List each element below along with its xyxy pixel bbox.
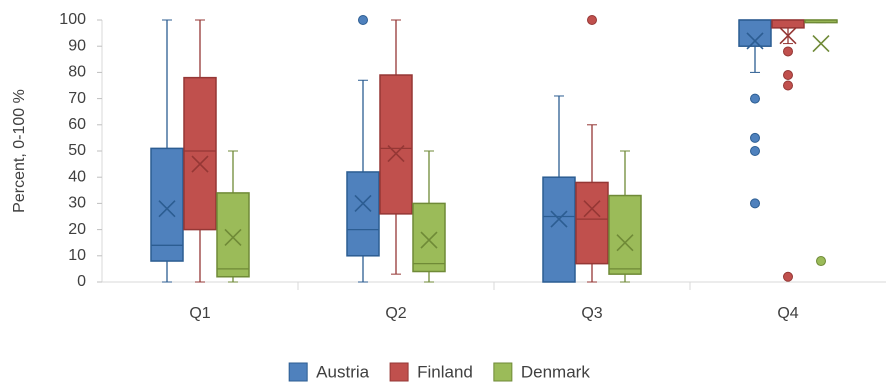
y-tick-label: 100 [59, 11, 86, 28]
x-tick-label: Q4 [777, 305, 798, 322]
box [216, 192, 250, 278]
y-tick-label: 40 [68, 168, 86, 185]
legend-swatch [389, 362, 409, 382]
box [379, 74, 413, 215]
x-tick-label: Q3 [581, 305, 602, 322]
y-tick-label: 70 [68, 90, 86, 107]
box [412, 202, 446, 273]
y-tick-label: 90 [68, 37, 86, 54]
mean-marker [550, 210, 568, 228]
y-tick-label: 30 [68, 195, 86, 212]
outlier [750, 93, 760, 104]
box [608, 194, 642, 275]
x-tick-label: Q1 [189, 305, 210, 322]
mean-marker [387, 145, 405, 163]
mean-marker [224, 228, 242, 247]
legend-label: Denmark [521, 362, 590, 381]
mean-marker [779, 27, 797, 45]
box [771, 19, 805, 29]
outlier [783, 80, 793, 91]
box [542, 176, 576, 283]
mean-marker [354, 194, 372, 212]
outlier [358, 15, 368, 25]
legend-label: Finland [417, 362, 473, 381]
mean-marker [191, 155, 209, 173]
legend-swatch [493, 362, 513, 382]
legend-swatch [288, 362, 308, 382]
outlier [750, 146, 760, 156]
y-tick-label: 10 [68, 247, 86, 264]
box [346, 171, 380, 257]
box [738, 19, 772, 47]
box [183, 76, 217, 231]
outlier [816, 256, 826, 267]
outlier [783, 46, 793, 57]
y-tick-label: 80 [68, 64, 86, 81]
y-tick-label: 60 [68, 116, 86, 133]
mean-marker [158, 200, 176, 218]
legend-label: Austria [316, 362, 369, 381]
mean-marker [616, 234, 634, 252]
y-tick-label: 50 [68, 142, 86, 159]
x-tick-label: Q2 [385, 305, 406, 322]
outlier [750, 198, 760, 209]
outlier [783, 70, 793, 81]
mean-marker [746, 32, 764, 50]
y-axis-label: Percent, 0-100 % [11, 89, 28, 213]
box [575, 181, 609, 265]
outlier [750, 132, 760, 143]
mean-marker [420, 231, 438, 249]
box [150, 147, 184, 262]
y-tick-label: 20 [68, 221, 86, 238]
y-tick-label: 0 [77, 273, 86, 290]
mean-marker [583, 200, 601, 218]
outlier [783, 271, 793, 282]
outlier [587, 15, 597, 25]
mean-marker [812, 35, 830, 53]
